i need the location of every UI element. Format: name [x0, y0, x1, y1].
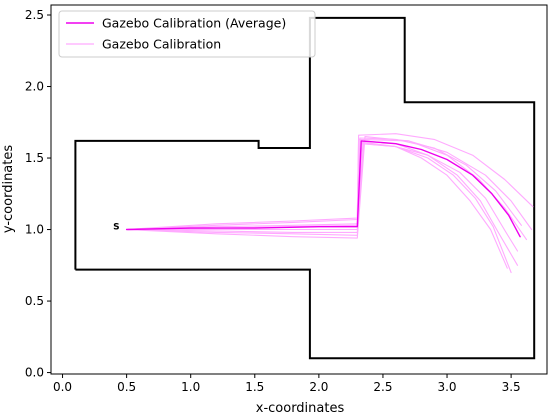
- legend-label-2: Gazebo Calibration: [102, 37, 221, 52]
- boundary-outline: [74, 16, 536, 360]
- calibration-average-line: [125, 140, 521, 238]
- x-tick-label: 3.0: [437, 380, 456, 394]
- y-tick-label: 2.5: [25, 8, 44, 22]
- y-tick-label: 1.0: [25, 223, 44, 237]
- calibration-run-line-1: [126, 133, 534, 231]
- legend[interactable]: Gazebo Calibration (Average) Gazebo Calib…: [58, 10, 316, 58]
- x-tick-label: 0.5: [117, 380, 136, 394]
- x-axis-label: x-coordinates: [256, 401, 345, 416]
- plot-area-frame: [50, 4, 548, 375]
- x-tick-label: 3.5: [502, 380, 521, 394]
- x-tick-label: 2.5: [373, 380, 392, 394]
- y-tick-label: 2.0: [25, 80, 44, 94]
- start-marker-label: S: [113, 223, 119, 233]
- x-tick-label: 1.5: [245, 380, 264, 394]
- x-tick-label: 1.0: [181, 380, 200, 394]
- y-axis-label: y-coordinates: [1, 145, 16, 233]
- y-tick-label: 0.0: [25, 366, 44, 380]
- x-tick-label: 2.0: [309, 380, 328, 394]
- plot-lines: [74, 16, 536, 360]
- legend-box: [58, 10, 316, 58]
- calibration-run-line-3: [126, 137, 522, 231]
- x-tick-label: 0.0: [53, 380, 72, 394]
- axes: 0.0 0.5 1.0 1.5 2.0 2.5 3.0 3.5 0.0 0.5 1.0 1.5 2.0 2…: [25, 4, 548, 394]
- calibration-run-line-2: [126, 138, 533, 231]
- y-tick-label: 0.5: [25, 294, 44, 308]
- y-tick-label: 1.5: [25, 151, 44, 165]
- legend-label-1: Gazebo Calibration (Average): [102, 16, 286, 31]
- calibration-run-line-7: [126, 143, 508, 269]
